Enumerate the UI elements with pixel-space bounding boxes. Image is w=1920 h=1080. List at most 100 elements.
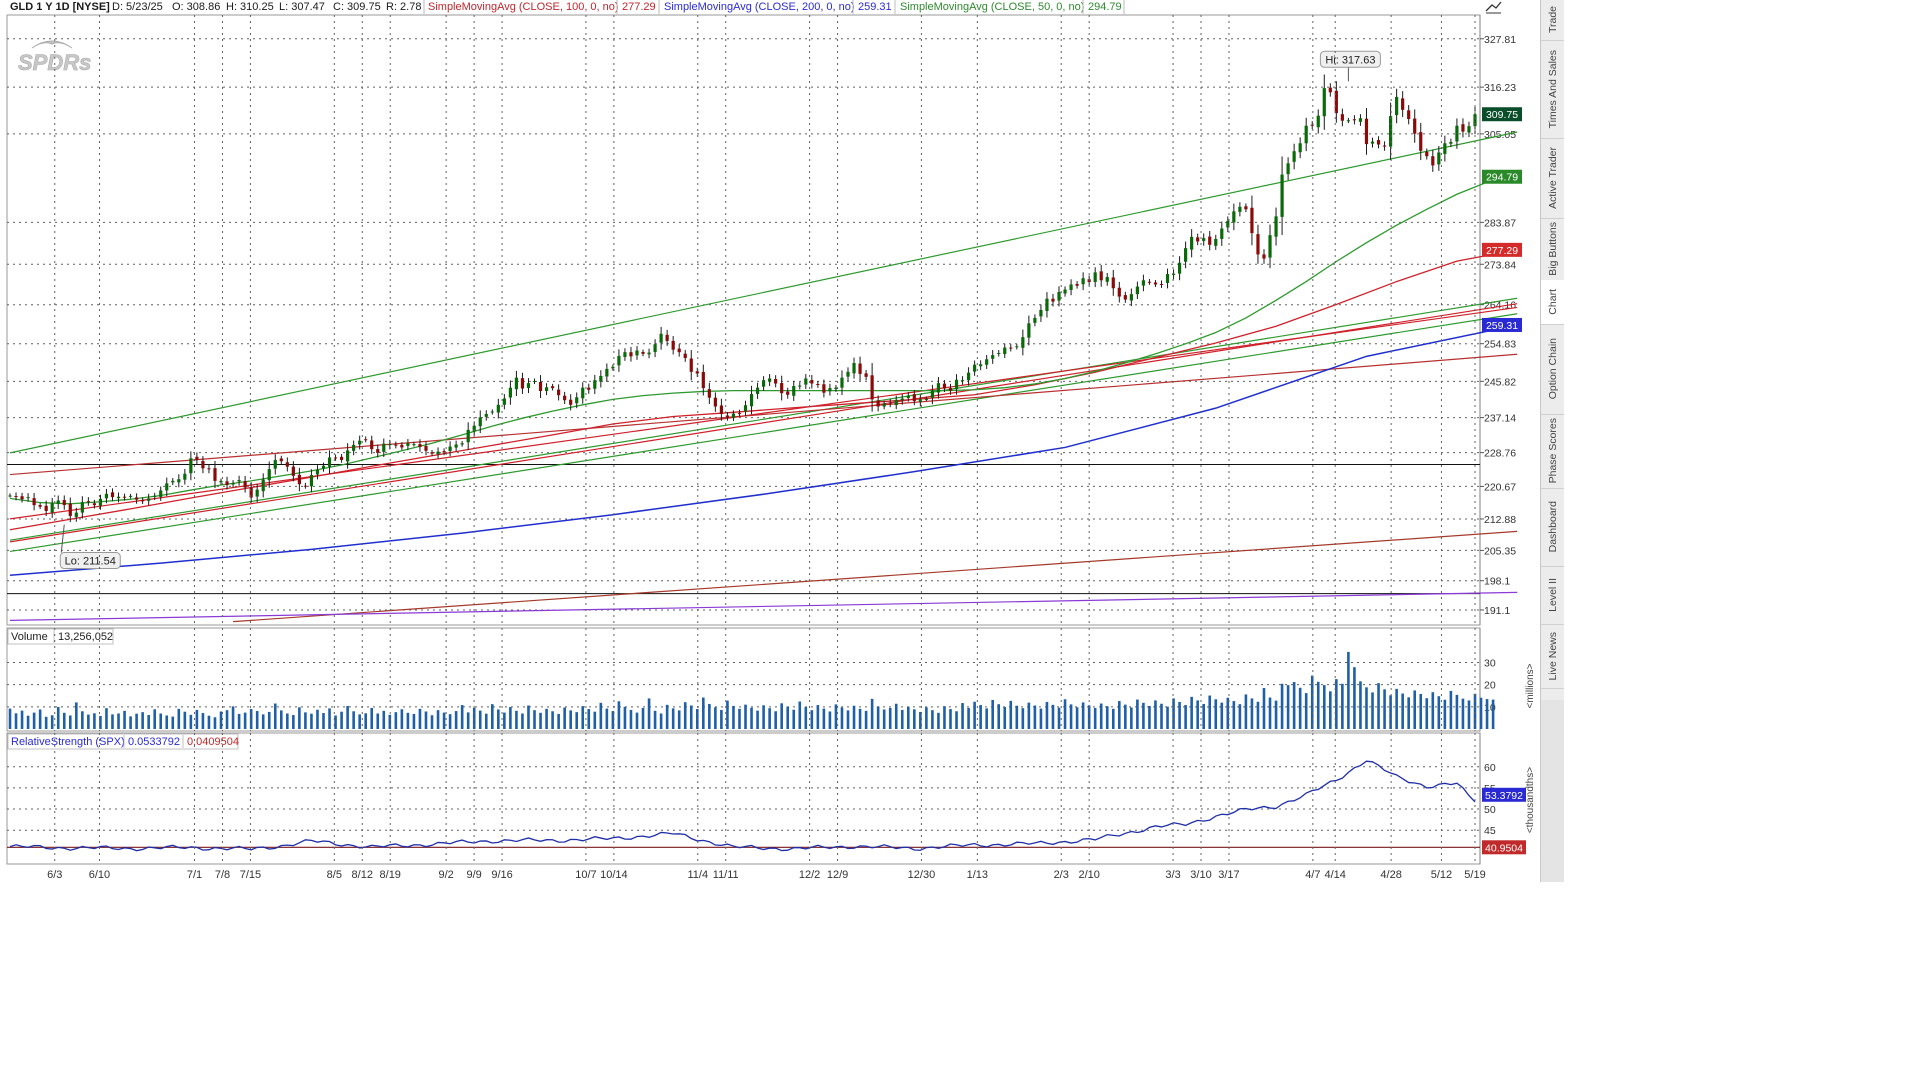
side-tab-times-and-sales[interactable]: Times And Sales: [1541, 40, 1564, 139]
volume-bar: [376, 713, 380, 729]
volume-bar: [1310, 675, 1314, 729]
candle: [1401, 91, 1405, 118]
trend-line: [233, 530, 1518, 623]
side-tab-level-ii[interactable]: Level II: [1541, 566, 1564, 625]
candle: [997, 350, 1001, 357]
header-sma100-label[interactable]: SimpleMovingAvg (CLOSE, 100, 0, no): [428, 1, 619, 13]
candle: [62, 495, 66, 510]
header-open: O: 308.86: [172, 1, 220, 13]
volume-bar: [671, 708, 675, 729]
candle: [798, 382, 802, 390]
volume-bar: [1341, 683, 1344, 729]
price-tick-label: 220.67: [1484, 481, 1516, 493]
volume-bar: [979, 705, 982, 729]
volume-bar: [1166, 706, 1169, 729]
volume-bar: [617, 701, 621, 729]
candle: [538, 375, 543, 398]
drawing-tools-icon[interactable]: [1483, 0, 1503, 14]
volume-bar: [56, 707, 60, 729]
low-annotation: Lo: 211.54: [65, 556, 116, 568]
candle-body: [1177, 262, 1182, 274]
x-tick-label: 5/19: [1464, 869, 1485, 881]
volume-bar: [702, 697, 705, 729]
rs-badge-label: 53.3792: [1485, 790, 1523, 802]
candle: [8, 493, 12, 498]
side-tab-trade[interactable]: Trade: [1541, 0, 1564, 41]
candle: [1334, 81, 1338, 123]
volume-bar: [732, 705, 735, 729]
candle: [641, 349, 645, 357]
header-sma50-label[interactable]: SimpleMovingAvg (CLOSE, 50, 0, no): [900, 1, 1084, 13]
side-tab-big-buttons[interactable]: Big Buttons: [1541, 218, 1564, 281]
candle-body: [98, 498, 103, 506]
volume-bar: [533, 710, 536, 729]
candle-body: [792, 386, 796, 396]
candle-body: [1262, 254, 1266, 259]
candle: [128, 493, 133, 499]
candle: [454, 440, 458, 452]
candle-body: [617, 355, 621, 366]
volume-bar: [243, 712, 247, 729]
side-scrollbar[interactable]: [1540, 700, 1564, 882]
volume-bar: [159, 713, 163, 729]
candle-body: [135, 497, 139, 500]
candle-body: [460, 443, 464, 445]
side-tab-live-news[interactable]: Live News: [1541, 624, 1564, 689]
volume-bar: [726, 700, 729, 729]
candle: [171, 478, 175, 486]
candle-body: [291, 466, 295, 476]
candle-body: [1081, 278, 1085, 285]
volume-bar: [129, 716, 132, 729]
candle: [315, 465, 320, 480]
candle: [532, 378, 537, 385]
candle-body: [780, 383, 784, 394]
candle: [50, 497, 54, 518]
side-tab-active-trader[interactable]: Active Trader: [1541, 138, 1564, 219]
x-tick-label: 10/14: [600, 869, 628, 881]
volume-bar: [708, 703, 711, 729]
volume-bar: [430, 715, 434, 729]
chart-canvas[interactable]: GLD 1 Y 1D [NYSE] D: 5/23/25 O: 308.86 H…: [0, 0, 1540, 882]
candle: [430, 450, 434, 456]
volume-bar: [1051, 704, 1055, 729]
volume-bar: [864, 710, 868, 729]
candle: [1147, 278, 1152, 285]
side-tab-option-chain[interactable]: Option Chain: [1541, 324, 1564, 415]
candle: [249, 482, 253, 503]
candle: [1202, 233, 1206, 246]
candle: [1310, 121, 1314, 130]
candle-body: [1340, 114, 1344, 121]
candle-body: [1171, 273, 1176, 276]
candle-body: [683, 353, 687, 359]
volume-bar: [261, 714, 265, 729]
candle: [1099, 264, 1103, 287]
volume-bar: [822, 708, 826, 729]
header-range: R: 2.78: [386, 1, 421, 13]
side-tab-phase-scores[interactable]: Phase Scores: [1541, 414, 1564, 489]
candle-body: [110, 492, 115, 498]
side-tab-dashboard[interactable]: Dashboard: [1541, 488, 1564, 567]
candle-body: [147, 498, 151, 501]
candle-body: [834, 387, 838, 390]
candle-body: [454, 444, 458, 448]
header-sma200-label[interactable]: SimpleMovingAvg (CLOSE, 200, 0, no): [664, 1, 855, 13]
side-tab-chart[interactable]: Chart: [1541, 280, 1564, 325]
candle-body: [755, 387, 760, 394]
candle-body: [394, 444, 398, 446]
candle-body: [484, 414, 488, 417]
candle: [1232, 203, 1236, 231]
volume-bar: [382, 710, 386, 729]
candle: [991, 350, 995, 364]
candle: [569, 394, 573, 411]
candle: [1449, 138, 1453, 148]
candle: [665, 329, 669, 346]
candle: [1256, 224, 1260, 264]
x-tick-label: 3/3: [1165, 869, 1180, 881]
volume-bar: [774, 711, 777, 729]
candle: [1117, 281, 1121, 303]
candle-body: [225, 481, 229, 486]
candle-body: [695, 371, 699, 374]
volume-bar: [780, 703, 783, 729]
candle-body: [1467, 126, 1471, 133]
volume-bar: [1437, 696, 1441, 729]
